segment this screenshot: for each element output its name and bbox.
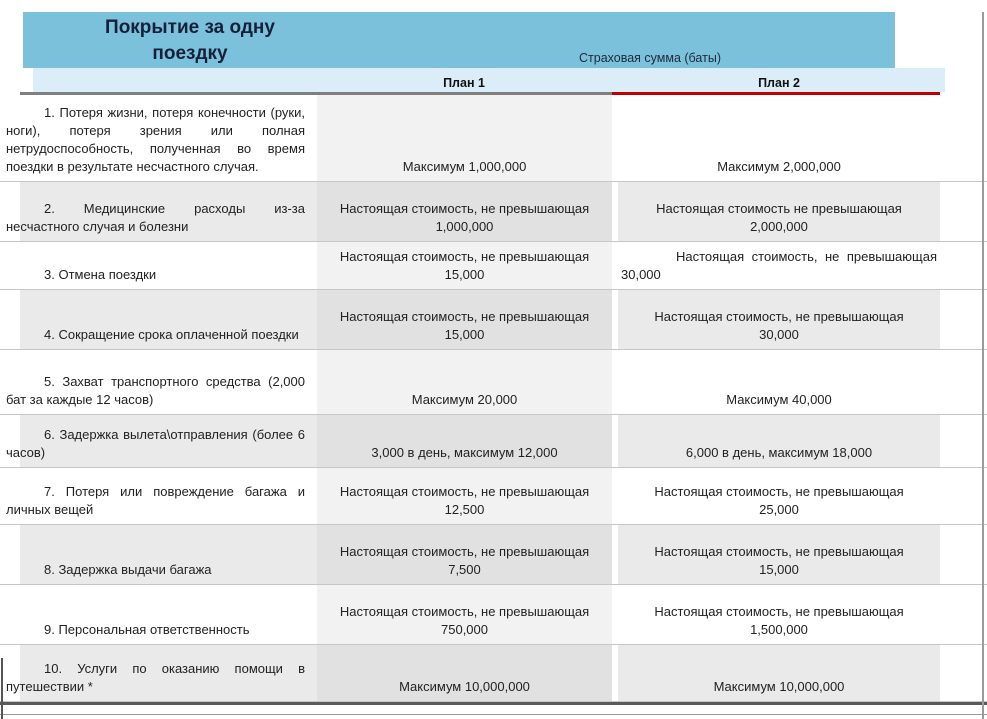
coverage-item-cell: 5. Захват транспортного средства (2,000 …	[0, 350, 317, 414]
plan1-value-cell: Настоящая стоимость, не превышающая 15,0…	[317, 290, 612, 349]
page-bottom-border	[0, 714, 987, 715]
coverage-item-cell: 3. Отмена поездки	[0, 242, 317, 289]
plan1-underline	[20, 92, 612, 95]
right-margin	[940, 415, 987, 467]
right-margin	[940, 95, 987, 181]
right-margin	[940, 182, 987, 241]
column-gap	[612, 585, 618, 644]
table-row: 1. Потеря жизни, потеря конечности (руки…	[0, 95, 987, 182]
table-row: 10. Услуги по оказанию помощи в путешест…	[0, 645, 987, 702]
plan2-value-cell: Максимум 40,000	[618, 350, 940, 414]
table-row: 3. Отмена поездки Настоящая стоимость, н…	[0, 242, 987, 290]
page-right-border	[982, 12, 984, 719]
plan1-value-cell: Настоящая стоимость, не превышающая 12,5…	[317, 468, 612, 524]
column-gap	[612, 468, 618, 524]
table-row: 8. Задержка выдачи багажа Настоящая стои…	[0, 525, 987, 585]
plan1-value-cell: Максимум 10,000,000	[317, 645, 612, 701]
column-gap	[612, 525, 618, 584]
coverage-item-cell: 9. Персональная ответственность	[0, 585, 317, 644]
table-row: 7. Потеря или повреждение багажа и личны…	[0, 468, 987, 525]
coverage-item-cell: 7. Потеря или повреждение багажа и личны…	[0, 468, 317, 524]
plan2-column-header: План 2	[758, 76, 800, 90]
table-row: 5. Захват транспортного средства (2,000 …	[0, 350, 987, 415]
table-row: 4. Сокращение срока оплаченной поездки Н…	[0, 290, 987, 350]
right-margin	[940, 645, 987, 701]
coverage-item-cell: 6. Задержка вылета\отправления (более 6 …	[0, 415, 317, 467]
right-margin	[940, 350, 987, 414]
plan2-value-cell: Настоящая стоимость, не превышающая 25,0…	[618, 468, 940, 524]
plan-header-strip: План 1 План 2	[33, 68, 945, 92]
plan1-value-cell: Настоящая стоимость, не превышающая 750,…	[317, 585, 612, 644]
column-gap	[612, 182, 618, 241]
column-gap	[612, 645, 618, 701]
table-row: 9. Персональная ответственность Настояща…	[0, 585, 987, 645]
right-margin	[940, 585, 987, 644]
table-row: 6. Задержка вылета\отправления (более 6 …	[0, 415, 987, 468]
plan2-value-cell: Максимум 2,000,000	[618, 95, 940, 181]
right-margin	[940, 290, 987, 349]
coverage-item-cell: 1. Потеря жизни, потеря конечности (руки…	[0, 95, 317, 181]
plan1-value-cell: Настоящая стоимость, не превышающая 1,00…	[317, 182, 612, 241]
coverage-table: 1. Потеря жизни, потеря конечности (руки…	[0, 95, 987, 702]
plan1-value-cell: 3,000 в день, максимум 12,000	[317, 415, 612, 467]
plan2-value-cell: Настоящая стоимость, не превышающая 30,0…	[618, 290, 940, 349]
plan2-value-cell: Настоящая стоимость не превышающая 2,000…	[618, 182, 940, 241]
right-margin	[940, 525, 987, 584]
table-row: 2. Медицинские расходы из-за несчастного…	[0, 182, 987, 242]
insured-sum-header: Страховая сумма (баты)	[579, 51, 721, 65]
title-banner: Покрытие за одну поездку Страховая сумма…	[23, 12, 895, 68]
plan1-value-cell: Настоящая стоимость, не превышающая 15,0…	[317, 242, 612, 289]
bottom-rule	[0, 702, 987, 705]
plan1-value-cell: Максимум 20,000	[317, 350, 612, 414]
plan2-underline	[612, 92, 940, 95]
coverage-item-cell: 2. Медицинские расходы из-за несчастного…	[0, 182, 317, 241]
plan2-value-cell: 6,000 в день, максимум 18,000	[618, 415, 940, 467]
page-title: Покрытие за одну поездку	[105, 17, 275, 64]
column-gap	[612, 95, 618, 181]
page-left-border	[1, 658, 3, 719]
coverage-item-cell: 4. Сокращение срока оплаченной поездки	[0, 290, 317, 349]
plan2-value-cell: Настоящая стоимость, не превышающая 15,0…	[618, 525, 940, 584]
column-gap	[612, 415, 618, 467]
plan1-value-cell: Настоящая стоимость, не превышающая 7,50…	[317, 525, 612, 584]
plan2-value-cell: Настоящая стоимость, не превышающая 30,0…	[618, 242, 940, 289]
coverage-item-cell: 10. Услуги по оказанию помощи в путешест…	[0, 645, 317, 701]
plan1-value-cell: Максимум 1,000,000	[317, 95, 612, 181]
coverage-item-cell: 8. Задержка выдачи багажа	[0, 525, 317, 584]
plan1-column-header: План 1	[443, 76, 485, 90]
plan2-value-cell: Настоящая стоимость, не превышающая 1,50…	[618, 585, 940, 644]
column-gap	[612, 350, 618, 414]
column-gap	[612, 290, 618, 349]
right-margin	[940, 468, 987, 524]
plan2-value-cell: Максимум 10,000,000	[618, 645, 940, 701]
right-margin	[940, 242, 987, 289]
column-gap	[612, 242, 618, 289]
